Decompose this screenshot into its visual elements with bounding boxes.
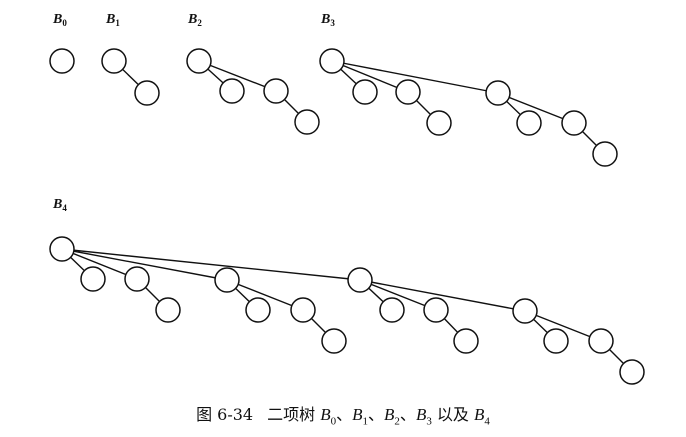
edge bbox=[226, 279, 304, 311]
label-b1-main: B bbox=[105, 12, 115, 27]
caption-b1-main: B bbox=[352, 405, 363, 424]
tree-node bbox=[214, 267, 240, 293]
caption-b3-sub: 3 bbox=[426, 415, 432, 428]
tree-node bbox=[155, 297, 181, 323]
tree-node bbox=[319, 48, 345, 74]
tree-node bbox=[101, 48, 127, 74]
label-b2: B2 bbox=[187, 12, 202, 28]
edge bbox=[61, 248, 361, 281]
tree-node bbox=[588, 328, 614, 354]
tree-node bbox=[453, 328, 479, 354]
label-b1-sub: 1 bbox=[115, 18, 120, 28]
tree-node bbox=[245, 297, 271, 323]
tree-node bbox=[543, 328, 569, 354]
caption-b1-sub: 1 bbox=[362, 415, 369, 428]
edge bbox=[61, 248, 228, 281]
tree-node bbox=[379, 297, 405, 323]
edge bbox=[331, 60, 409, 93]
caption-b4: B4 bbox=[474, 405, 490, 428]
tree-node bbox=[263, 78, 289, 104]
caption-text: 二项树 bbox=[267, 405, 316, 424]
tree-node bbox=[294, 109, 320, 135]
edge bbox=[61, 248, 138, 280]
label-b0: B0 bbox=[52, 12, 67, 28]
edge bbox=[331, 60, 499, 94]
label-b2-main: B bbox=[187, 12, 197, 27]
tree-node bbox=[186, 48, 212, 74]
edge bbox=[359, 279, 526, 312]
tree-node bbox=[124, 266, 150, 292]
caption-separator: 、 bbox=[368, 405, 385, 424]
tree-node bbox=[423, 297, 449, 323]
tree-node bbox=[561, 110, 587, 136]
caption-separator: 、 bbox=[399, 405, 416, 424]
tree-node bbox=[347, 267, 373, 293]
tree-nodes bbox=[49, 48, 645, 385]
tree-node bbox=[426, 110, 452, 136]
edge bbox=[359, 279, 437, 311]
label-b4-sub: 4 bbox=[62, 203, 67, 213]
caption-b2: B2 bbox=[384, 405, 400, 428]
tree-node bbox=[512, 298, 538, 324]
caption-separator: 、 bbox=[336, 405, 353, 424]
label-b4: B4 bbox=[52, 197, 67, 213]
label-b0-sub: 0 bbox=[62, 18, 67, 28]
caption-b2-main: B bbox=[384, 405, 395, 424]
figure-number: 图 6-34 bbox=[196, 405, 254, 424]
tree-node bbox=[134, 80, 160, 106]
label-b0-main: B bbox=[52, 12, 62, 27]
edge bbox=[524, 310, 602, 342]
tree-node bbox=[592, 141, 618, 167]
label-b3-main: B bbox=[320, 12, 330, 27]
tree-node bbox=[49, 48, 75, 74]
tree-node bbox=[321, 328, 347, 354]
caption-b0-main: B bbox=[320, 405, 331, 424]
label-b2-sub: 2 bbox=[197, 18, 202, 28]
caption-b0-sub: 0 bbox=[330, 415, 337, 428]
caption-b4-sub: 4 bbox=[484, 415, 490, 428]
edge bbox=[198, 60, 277, 92]
caption-b3-main: B bbox=[415, 405, 427, 424]
tree-node bbox=[516, 110, 542, 136]
tree-node bbox=[619, 359, 645, 385]
label-b4-main: B bbox=[52, 197, 62, 212]
caption-b3: B3 bbox=[415, 405, 432, 428]
label-b3: B3 bbox=[320, 12, 335, 28]
tree-node bbox=[352, 79, 378, 105]
caption-b2-sub: 2 bbox=[394, 415, 400, 428]
tree-node bbox=[485, 80, 511, 106]
caption-b4-main: B bbox=[474, 405, 485, 424]
figure-caption: 图 6-34 二项树 B0、B1、B2、B3 以及 B4 bbox=[0, 401, 686, 427]
label-b3-sub: 3 bbox=[330, 18, 335, 28]
tree-edges bbox=[61, 60, 633, 373]
edge bbox=[497, 92, 575, 124]
caption-conjunction: 以及 bbox=[436, 405, 469, 424]
label-b1: B1 bbox=[105, 12, 120, 28]
tree-node bbox=[290, 297, 316, 323]
tree-node bbox=[80, 266, 106, 292]
tree-node bbox=[395, 79, 421, 105]
tree-node bbox=[49, 236, 75, 262]
caption-b0: B0 bbox=[320, 405, 337, 428]
caption-b1: B1 bbox=[352, 405, 369, 428]
tree-node bbox=[219, 78, 245, 104]
